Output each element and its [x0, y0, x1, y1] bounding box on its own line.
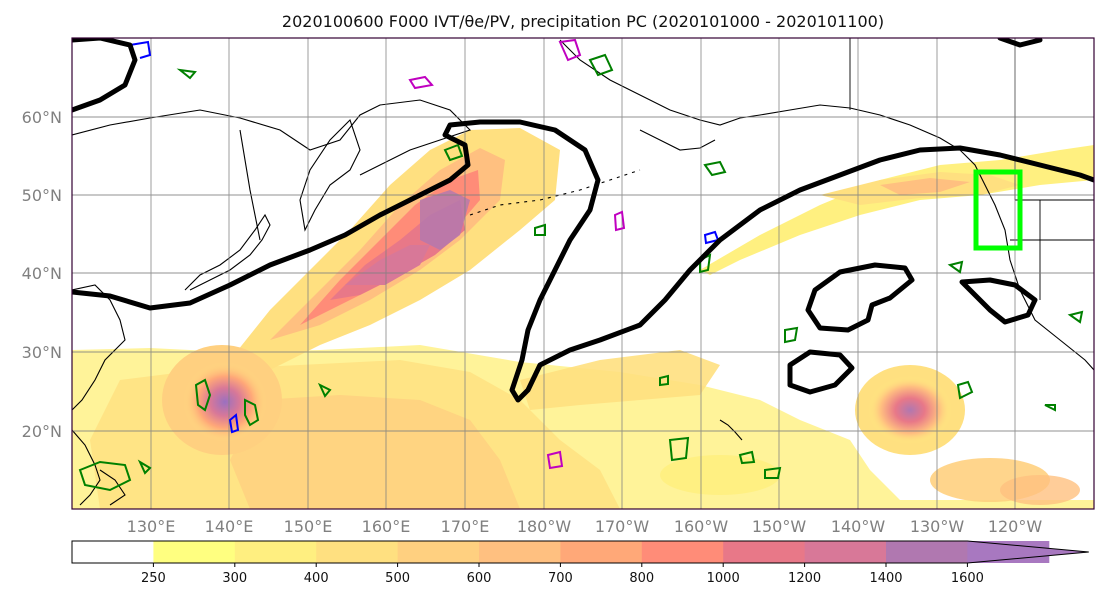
- colorbar-label: 250: [141, 571, 166, 586]
- colorbar-label: 700: [548, 571, 573, 586]
- longitude-labels: 130°E 140°E 150°E 160°E 170°E 180°W 170°…: [127, 517, 1043, 536]
- lon-label: 160°E: [362, 517, 411, 536]
- lat-label: 50°N: [22, 186, 62, 205]
- colorbar-label: 600: [467, 571, 492, 586]
- lon-label: 140°E: [205, 517, 254, 536]
- colorbar-segment: [804, 541, 887, 563]
- lat-label: 40°N: [22, 264, 62, 283]
- lon-label: 150°E: [284, 517, 333, 536]
- theta-e-contours: [72, 38, 1094, 403]
- colorbar-outline: [71, 540, 1089, 564]
- colorbar-segment: [479, 541, 561, 563]
- latitude-labels: 60°N 50°N 40°N 30°N 20°N: [22, 108, 62, 441]
- colorbar-label: 1400: [869, 571, 902, 586]
- colorbar: 250 300 400 500 600 700 800 1000 1200 1400 1600: [71, 540, 1089, 586]
- colorbar-label: 1200: [788, 571, 821, 586]
- colorbar-segment: [72, 541, 154, 563]
- gridlines: [72, 38, 1094, 509]
- colorbar-label: 1600: [951, 571, 984, 586]
- lon-label: 140°W: [831, 517, 886, 536]
- colorbar-segment: [886, 541, 968, 563]
- colorbar-label: 800: [629, 571, 654, 586]
- colorbar-segment: [153, 541, 236, 563]
- colorbar-segment: [641, 541, 724, 563]
- colorbar-label: 400: [304, 571, 329, 586]
- colorbar-segment: [234, 541, 317, 563]
- colorbar-label: 300: [222, 571, 247, 586]
- lon-label: 180°W: [517, 517, 572, 536]
- ivt-shading: [72, 128, 1094, 509]
- figure-title: 2020100600 F000 IVT/θe/PV, precipitation…: [282, 12, 884, 31]
- colorbar-segment: [723, 541, 806, 563]
- lon-label: 150°W: [752, 517, 807, 536]
- lat-label: 20°N: [22, 422, 62, 441]
- lon-label: 130°W: [910, 517, 965, 536]
- map-frame: [71, 37, 1095, 510]
- colorbar-label: 500: [385, 571, 410, 586]
- lon-label: 170°E: [441, 517, 490, 536]
- colorbar-label: 1000: [707, 571, 740, 586]
- lat-label: 30°N: [22, 343, 62, 362]
- colorbar-extend-arrow: [967, 541, 1089, 563]
- map-panel: [72, 38, 1094, 509]
- colorbar-segment: [397, 541, 480, 563]
- lat-label: 60°N: [22, 108, 62, 127]
- lon-label: 130°E: [127, 517, 176, 536]
- colorbar-segment: [316, 541, 399, 563]
- lon-label: 160°W: [674, 517, 729, 536]
- colorbar-segment: [560, 541, 643, 563]
- lon-label: 120°W: [988, 517, 1043, 536]
- pv-contours: [78, 38, 1084, 492]
- target-region-box: [973, 169, 1023, 251]
- lon-label: 170°W: [595, 517, 650, 536]
